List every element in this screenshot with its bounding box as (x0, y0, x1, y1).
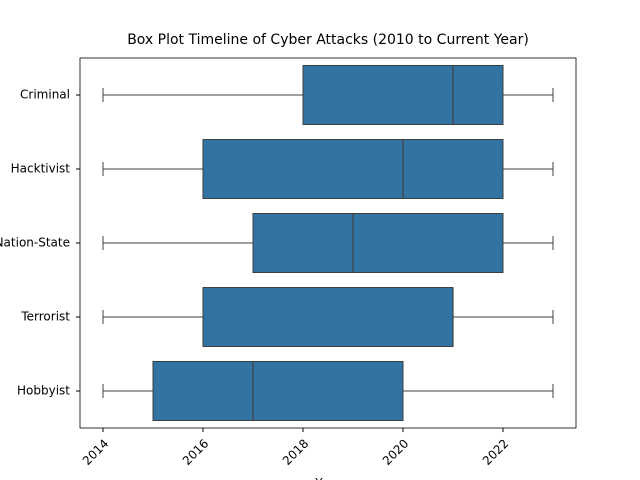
box (202, 139, 504, 199)
x-tick-label: 2018 (280, 436, 311, 467)
chart-title: Box Plot Timeline of Cyber Attacks (2010… (127, 32, 529, 48)
x-axis-label: Year (314, 476, 340, 480)
x-tick-label: 2022 (480, 436, 511, 467)
box (202, 287, 454, 347)
y-tick-label: Hobbyist (17, 384, 70, 398)
y-tick-label: Hacktivist (11, 162, 71, 176)
y-tick-label: Nation-State (0, 236, 70, 250)
x-tick-label: 2014 (80, 436, 111, 467)
x-tick-label: 2016 (180, 436, 211, 467)
box (152, 361, 404, 421)
y-tick-label: Terrorist (20, 310, 70, 324)
x-tick-label: 2020 (380, 436, 411, 467)
box (302, 65, 504, 125)
y-tick-label: Criminal (20, 88, 70, 102)
box (252, 213, 504, 273)
